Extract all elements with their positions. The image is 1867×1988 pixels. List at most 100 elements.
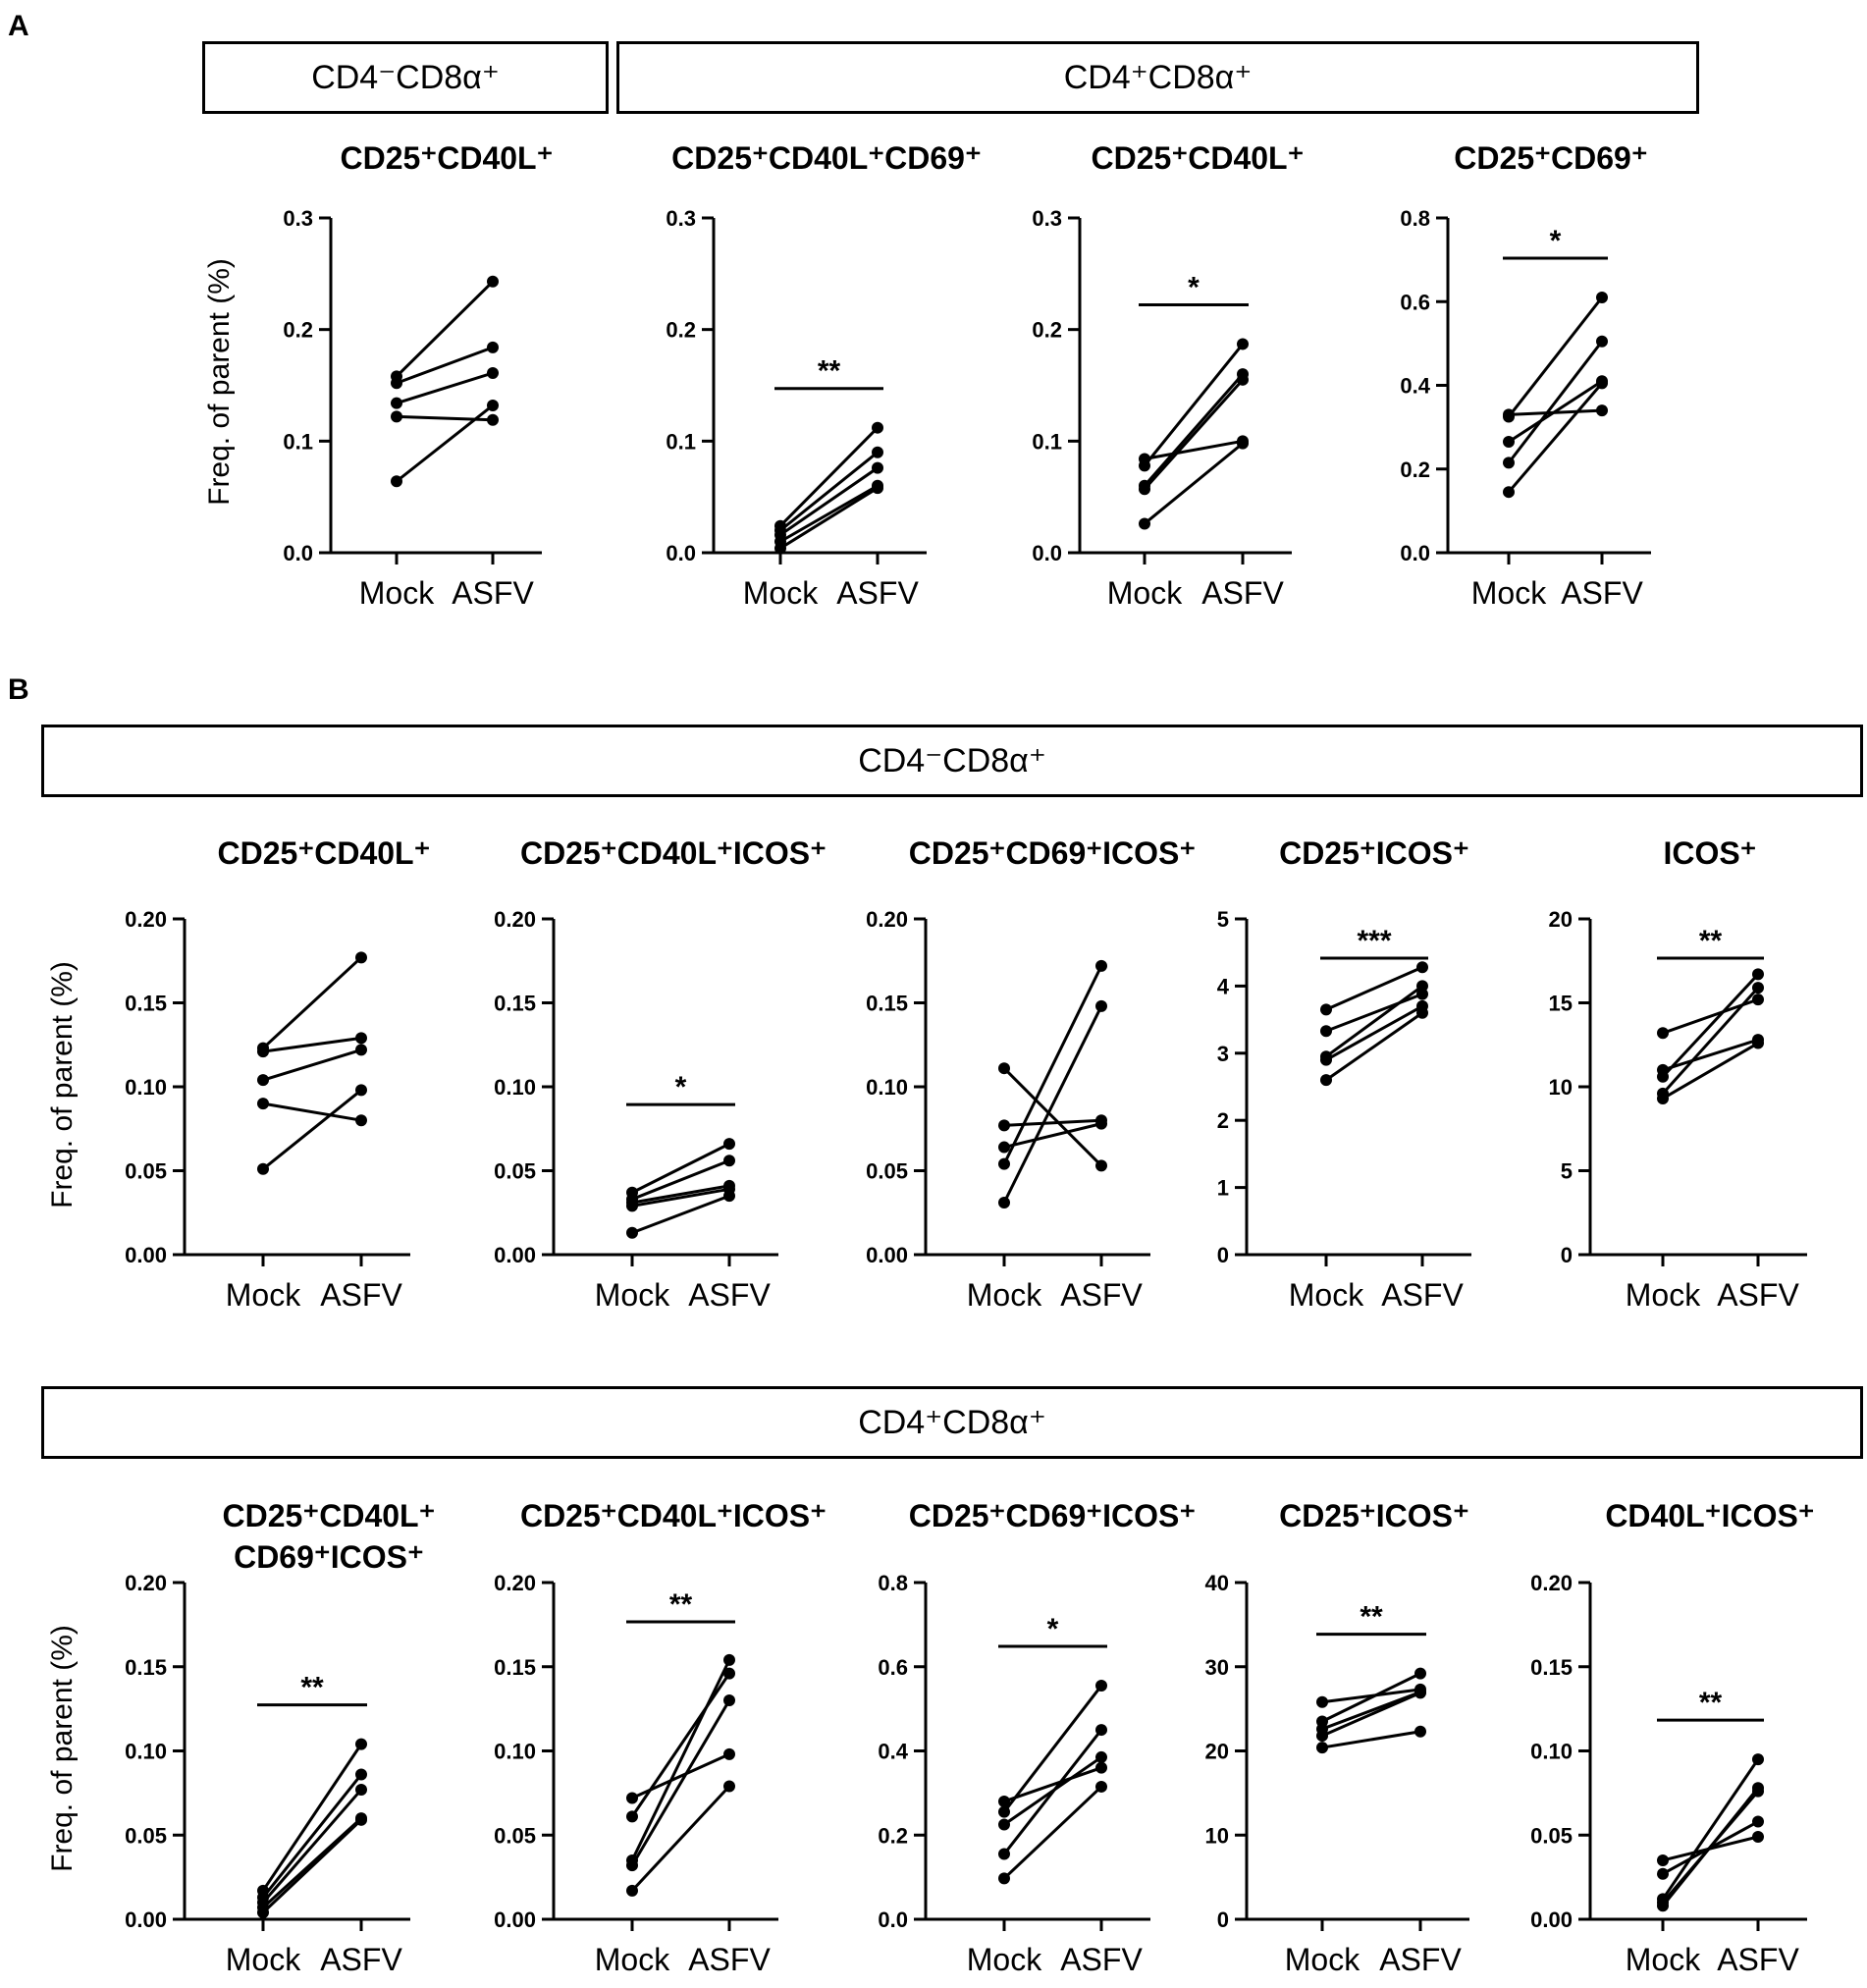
point-asfv-pig3 (723, 1653, 735, 1666)
y-tick-label: 0.10 (866, 1075, 908, 1100)
y-tick-label: 0.6 (1400, 290, 1430, 314)
series-line-pig1 (1321, 1688, 1421, 1704)
x-tick-label-mock: Mock (595, 1942, 670, 1977)
point-asfv-pig5 (1752, 1037, 1764, 1049)
x-tick-label-mock: Mock (967, 1942, 1042, 1977)
y-tick-label: 0.05 (494, 1823, 536, 1848)
y-tick-label: 30 (1205, 1655, 1229, 1680)
point-asfv-pig5 (487, 399, 499, 411)
series-line-pig1 (1002, 1067, 1103, 1167)
series-line-pig2 (261, 1773, 363, 1899)
series-line-pig1 (1003, 1766, 1102, 1803)
y-tick-label: 0.10 (125, 1740, 167, 1764)
point-mock-pig5 (1657, 1092, 1669, 1104)
significance-label: ** (300, 1672, 324, 1704)
point-asfv-pig5 (1095, 999, 1107, 1012)
point-mock-pig2 (1657, 1867, 1669, 1880)
point-asfv-pig4 (1237, 373, 1249, 386)
point-asfv-pig3 (355, 1783, 367, 1796)
chart-a2: CD25⁺CD40L⁺CD69⁺ 0.0 0.1 0.2 0.3 Mock ASFV ** (666, 140, 981, 611)
x-tick-label-asfv: ASFV (452, 575, 534, 611)
point-asfv-pig4 (1752, 982, 1764, 994)
x-tick-label-asfv: ASFV (836, 575, 919, 611)
point-asfv-pig2 (1752, 1815, 1764, 1828)
point-mock-pig3 (998, 1818, 1010, 1831)
point-asfv-pig3 (872, 461, 883, 474)
point-asfv-pig1 (355, 1738, 367, 1750)
y-tick-label: 3 (1217, 1042, 1229, 1066)
point-asfv-pig1 (723, 1747, 735, 1760)
y-tick-label: 0.15 (1530, 1655, 1573, 1680)
y-tick-label: 0.00 (866, 1243, 908, 1267)
panel-label-a: A (8, 10, 29, 42)
y-tick-label: 0.10 (1530, 1740, 1573, 1764)
x-tick-label-asfv: ASFV (1381, 1277, 1464, 1313)
series-line-pig1 (778, 426, 880, 527)
series-line-pig3 (1661, 973, 1760, 1078)
group-box-a-cd4neg: CD4⁻CD8α⁺ (202, 41, 609, 114)
series-line-pig5 (779, 486, 879, 550)
series-line-pig3 (1661, 1758, 1760, 1901)
series-line-pig4 (261, 1816, 363, 1909)
point-mock-pig2 (998, 1119, 1010, 1132)
chart-title: CD25⁺CD69⁺ICOS⁺ (909, 835, 1197, 871)
group-box-b-cd4neg: CD4⁻CD8α⁺ (41, 725, 1863, 797)
series-line-pig2 (1325, 993, 1423, 1033)
point-mock-pig5 (1657, 1900, 1669, 1912)
significance-label: ** (669, 1588, 693, 1621)
x-tick-label-mock: Mock (743, 575, 819, 611)
y-tick-label: 4 (1217, 974, 1230, 998)
y-tick-label: 10 (1205, 1823, 1229, 1848)
point-asfv-pig2 (487, 341, 499, 353)
chart-title: CD25⁺CD40L⁺CD69⁺ (671, 140, 982, 176)
point-asfv-pig3 (1095, 1750, 1107, 1763)
point-asfv-pig5 (1237, 437, 1249, 450)
point-mock-pig1 (1657, 1027, 1669, 1040)
point-mock-pig5 (1316, 1742, 1328, 1754)
chart-title: ICOS⁺ (1663, 835, 1756, 871)
y-tick-label: 40 (1205, 1571, 1229, 1595)
group-box-b-cd4pos: CD4⁺CD8α⁺ (41, 1386, 1863, 1459)
series-line-pig1 (1325, 965, 1423, 1011)
x-tick-label-mock: Mock (1289, 1277, 1364, 1313)
point-mock-pig1 (1320, 1003, 1332, 1016)
x-tick-label-mock: Mock (359, 575, 435, 611)
point-asfv-pig1 (723, 1138, 735, 1151)
point-asfv-pig1 (1752, 994, 1764, 1006)
point-asfv-pig4 (1095, 959, 1107, 972)
series-line-pig4 (262, 1101, 362, 1122)
point-asfv-pig2 (723, 1667, 735, 1680)
y-tick-label: 0.1 (283, 429, 313, 454)
x-tick-label-mock: Mock (595, 1277, 670, 1313)
y-tick-label: 0.4 (878, 1740, 908, 1764)
series-line-pig2 (1321, 1672, 1421, 1723)
y-tick-label: 0.10 (494, 1075, 536, 1100)
point-asfv-pig5 (1596, 377, 1608, 390)
point-mock-pig4 (1320, 1053, 1332, 1066)
y-tick-label: 20 (1205, 1740, 1229, 1764)
series-line-pig1 (261, 1743, 363, 1892)
series-line-pig1 (261, 956, 363, 1049)
point-mock-pig5 (998, 1872, 1010, 1885)
series-line-pig5 (1321, 1730, 1421, 1749)
y-tick-label: 0.6 (878, 1655, 908, 1680)
y-tick-label: 0.05 (125, 1159, 167, 1184)
x-tick-label-asfv: ASFV (1561, 575, 1643, 611)
point-asfv-pig2 (1414, 1667, 1426, 1680)
point-asfv-pig2 (723, 1155, 735, 1167)
y-tick-label: 0.2 (878, 1823, 908, 1848)
chart-title: CD25⁺CD40L⁺ (218, 835, 431, 871)
y-tick-label: 0.00 (125, 1243, 167, 1267)
x-tick-label-mock: Mock (226, 1942, 301, 1977)
chart-b5: ICOS⁺ 0 5 10 15 20 Mock ASFV ** (1549, 835, 1807, 1313)
y-tick-label: 0 (1217, 1243, 1229, 1267)
y-tick-label: 0.2 (666, 318, 696, 343)
point-asfv-pig4 (723, 1694, 735, 1707)
series-line-pig2 (631, 1158, 730, 1201)
y-tick-label: 0.3 (283, 206, 313, 231)
series-line-pig2 (1143, 343, 1245, 467)
series-line-pig1 (395, 280, 495, 378)
point-mock-pig5 (626, 1226, 638, 1239)
chart-a3: CD25⁺CD40L⁺ 0.0 0.1 0.2 0.3 Mock ASFV * (1032, 140, 1304, 611)
series-line-pig5 (1144, 442, 1244, 525)
